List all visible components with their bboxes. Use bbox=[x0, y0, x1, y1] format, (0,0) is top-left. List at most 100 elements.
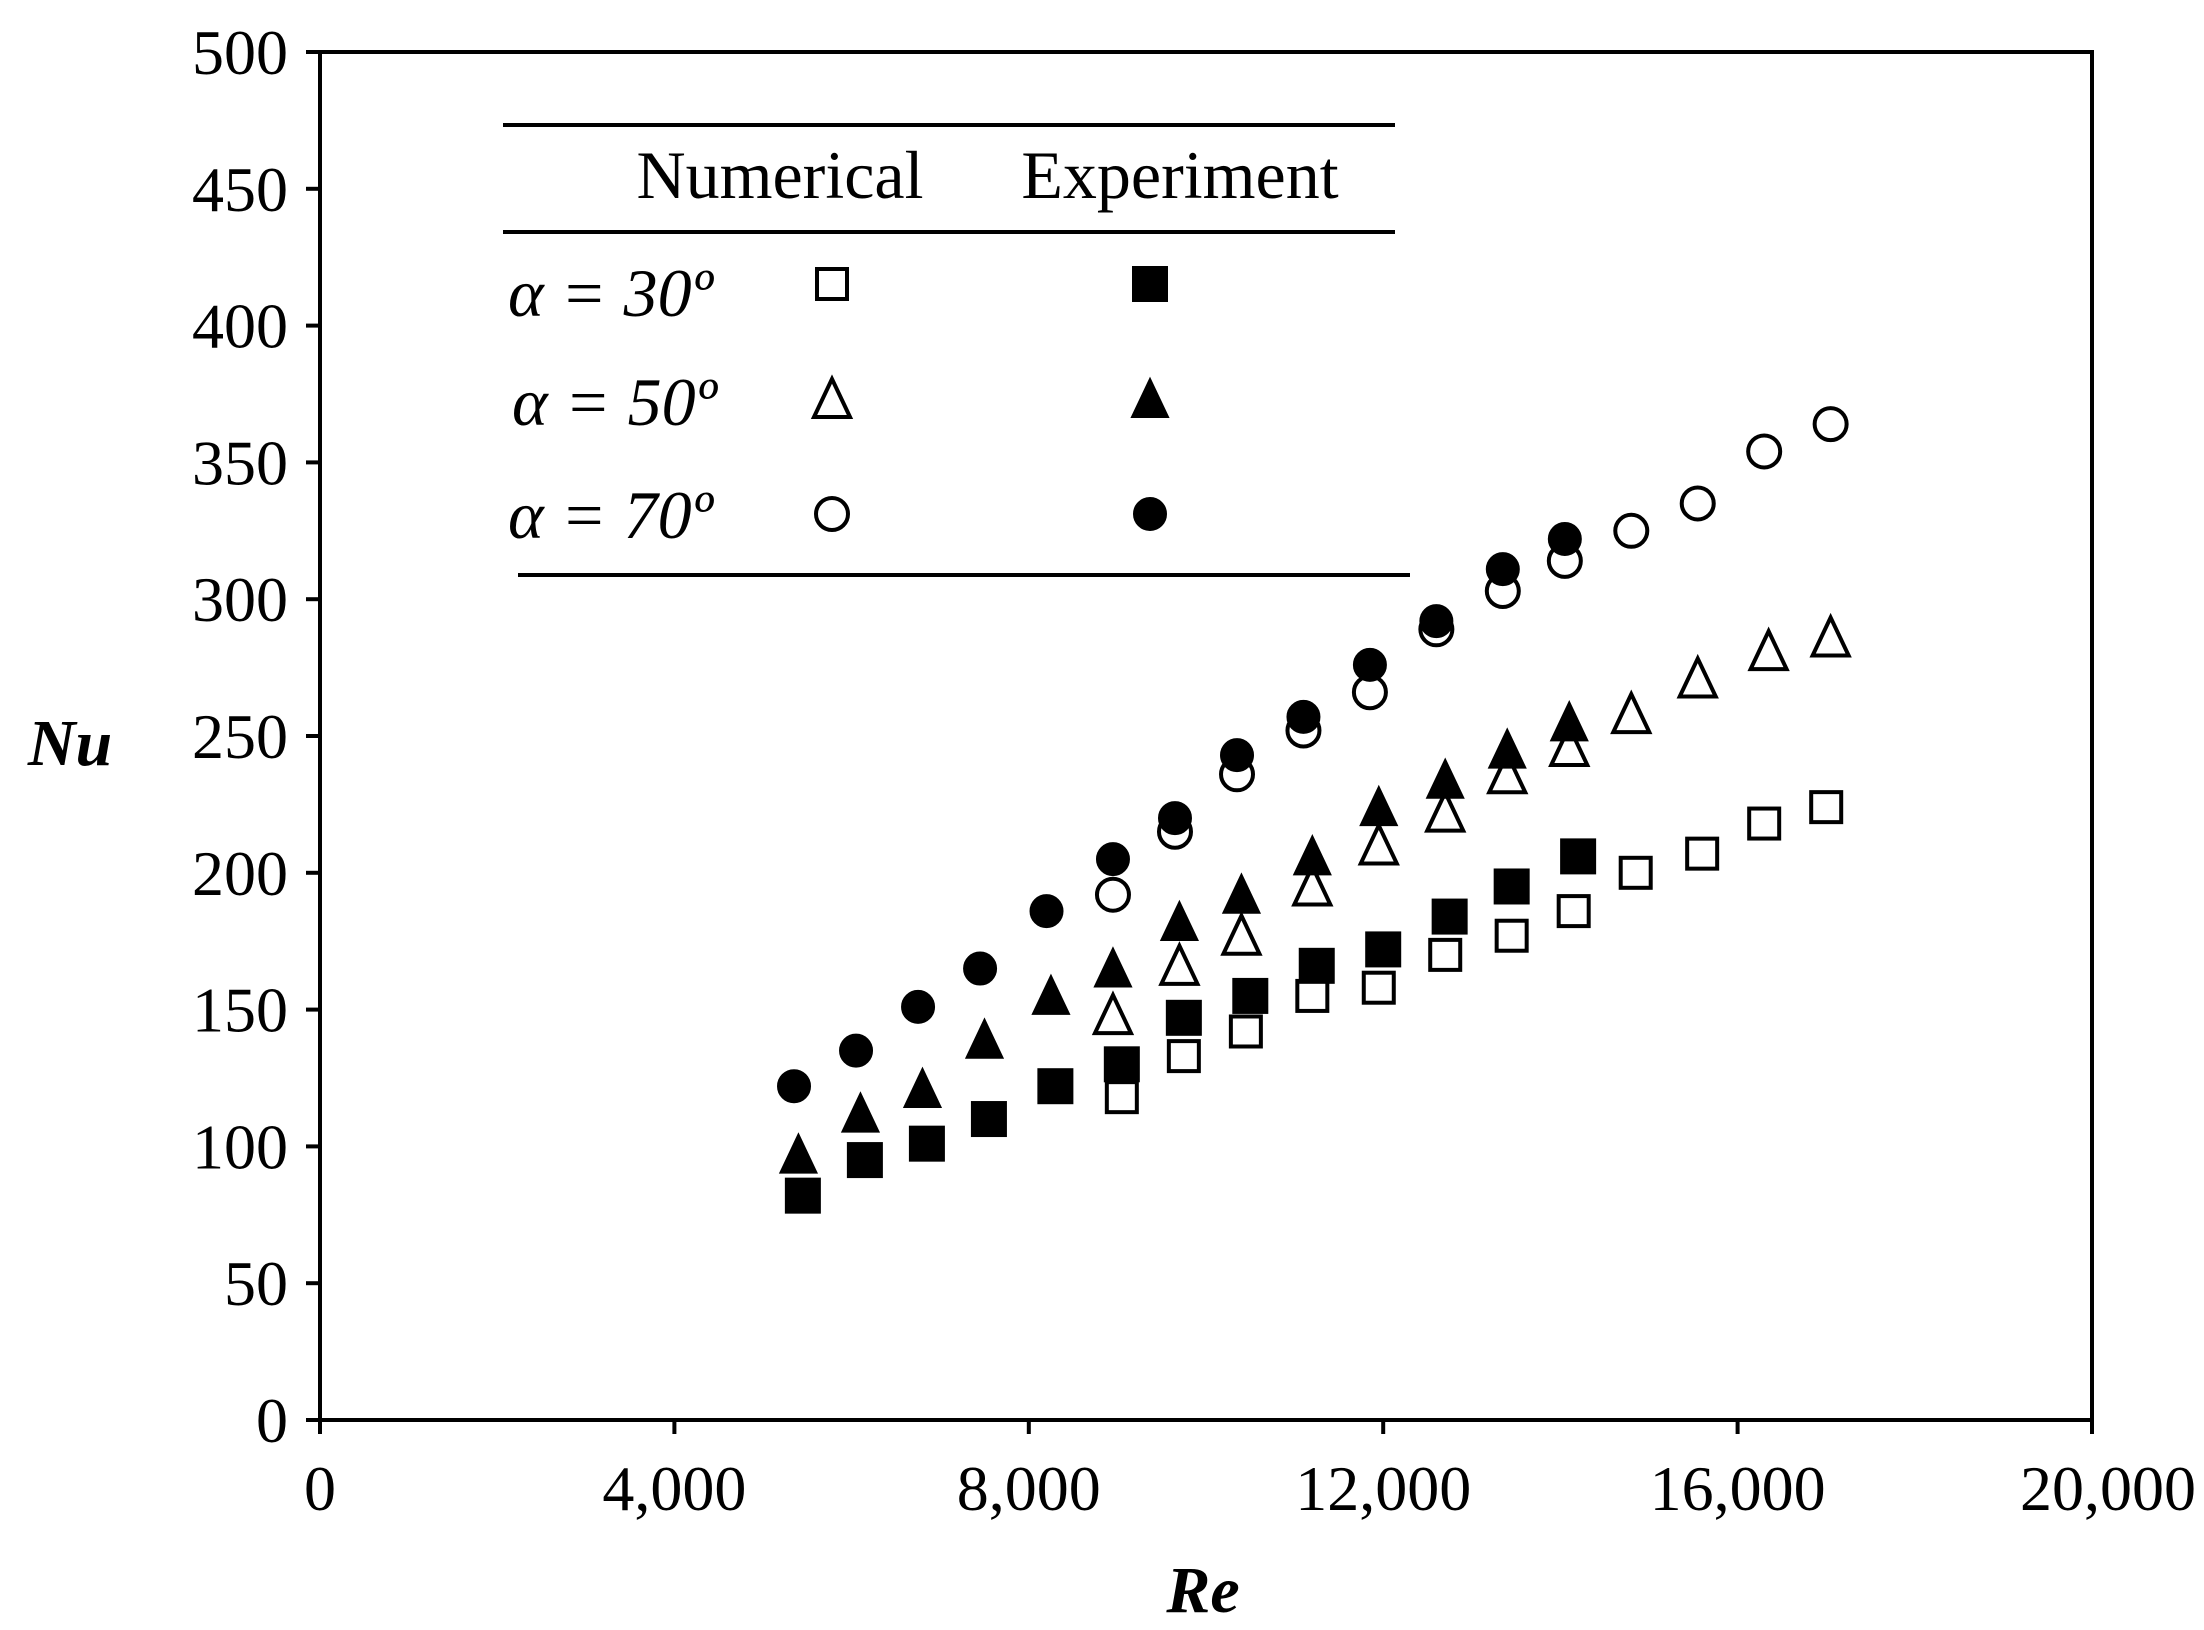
data-point-open-square bbox=[1556, 894, 1591, 929]
data-point-open-triangle bbox=[1747, 626, 1790, 672]
data-point-open-circle bbox=[1613, 512, 1650, 549]
data-point-filled-square bbox=[1298, 947, 1335, 984]
y-tick-label: 50 bbox=[224, 1248, 288, 1319]
data-point-filled-triangle bbox=[1549, 699, 1589, 742]
data-point-filled-square bbox=[846, 1142, 883, 1179]
legend: Numerical Experiment α = 30º α = 50º α =… bbox=[503, 123, 1410, 577]
legend-label-alpha-70: α = 70º bbox=[508, 477, 715, 553]
data-point-open-square bbox=[1494, 918, 1529, 953]
y-tick-label: 500 bbox=[192, 17, 288, 88]
data-point-open-square bbox=[1685, 836, 1720, 871]
data-point-filled-circle bbox=[963, 951, 998, 986]
y-tick-label: 300 bbox=[192, 564, 288, 635]
data-point-open-square bbox=[1361, 970, 1396, 1005]
y-tick-label: 450 bbox=[192, 154, 288, 225]
axis-ticks: 0 50 100 150 200 250 300 350 400 450 500 0 4,000 8,00… bbox=[192, 17, 2196, 1524]
y-tick-label: 100 bbox=[192, 1111, 288, 1182]
data-point-open-square bbox=[1228, 1014, 1263, 1049]
legend-marker-filled-square bbox=[1132, 266, 1168, 302]
x-axis-title: Re bbox=[1165, 1554, 1239, 1627]
data-point-filled-square bbox=[970, 1101, 1007, 1138]
data-point-filled-square bbox=[1232, 977, 1269, 1014]
data-point-open-square bbox=[1428, 937, 1463, 972]
y-tick-label: 200 bbox=[192, 838, 288, 909]
data-point-filled-square bbox=[784, 1177, 821, 1214]
x-tick-label: 4,000 bbox=[602, 1453, 746, 1524]
data-point-filled-triangle bbox=[778, 1132, 819, 1174]
data-point-filled-triangle bbox=[1221, 872, 1262, 914]
data-point-open-triangle bbox=[1548, 722, 1591, 767]
data-markers bbox=[777, 406, 1852, 1214]
data-point-filled-circle bbox=[901, 989, 936, 1024]
y-axis-title: Nu bbox=[27, 707, 112, 780]
data-point-filled-square bbox=[1037, 1068, 1074, 1105]
legend-marker-open-square bbox=[815, 267, 849, 301]
y-tick-label: 250 bbox=[192, 701, 288, 772]
legend-marker-open-circle bbox=[814, 496, 850, 532]
x-tick-label: 20,000 bbox=[2020, 1453, 2196, 1524]
data-point-filled-triangle bbox=[840, 1091, 881, 1133]
legend-marker-open-triangle bbox=[810, 374, 854, 419]
y-tick-label: 150 bbox=[192, 975, 288, 1046]
data-point-open-triangle bbox=[1158, 941, 1201, 986]
data-point-open-square bbox=[1809, 790, 1844, 825]
data-point-open-square bbox=[1104, 1080, 1139, 1115]
data-point-filled-triangle bbox=[964, 1017, 1005, 1059]
data-point-filled-circle bbox=[1220, 738, 1255, 773]
y-tick-label: 350 bbox=[192, 427, 288, 498]
data-point-filled-triangle bbox=[1425, 757, 1465, 799]
data-point-filled-circle bbox=[1095, 842, 1130, 877]
data-point-filled-circle bbox=[1157, 801, 1192, 836]
data-point-open-triangle bbox=[1486, 749, 1529, 795]
data-point-filled-square bbox=[1165, 999, 1202, 1036]
data-point-filled-square bbox=[1560, 838, 1597, 875]
legend-header-numerical: Numerical bbox=[637, 137, 924, 213]
data-point-open-square bbox=[1295, 978, 1330, 1013]
data-point-filled-circle bbox=[839, 1033, 874, 1068]
data-point-filled-circle bbox=[1352, 647, 1387, 682]
data-point-filled-square bbox=[1431, 898, 1468, 935]
data-point-open-triangle bbox=[1220, 911, 1263, 956]
y-tick-label: 0 bbox=[256, 1385, 288, 1456]
data-point-open-triangle bbox=[1091, 990, 1135, 1036]
data-point-filled-triangle bbox=[1359, 784, 1399, 827]
data-point-filled-square bbox=[1493, 868, 1530, 905]
data-point-open-circle bbox=[1746, 433, 1783, 470]
legend-label-alpha-50: α = 50º bbox=[512, 364, 719, 440]
data-point-open-square bbox=[1747, 806, 1782, 841]
data-point-filled-circle bbox=[1419, 604, 1454, 639]
data-point-open-circle bbox=[1679, 485, 1716, 522]
data-point-open-circle bbox=[1094, 876, 1131, 913]
x-tick-label: 8,000 bbox=[957, 1453, 1101, 1524]
data-point-filled-circle bbox=[1547, 522, 1582, 557]
x-tick-label: 12,000 bbox=[1295, 1453, 1471, 1524]
data-point-open-circle bbox=[1812, 406, 1849, 443]
data-point-filled-circle bbox=[777, 1069, 812, 1104]
data-point-filled-circle bbox=[1485, 552, 1520, 587]
x-tick-label: 0 bbox=[304, 1453, 336, 1524]
x-tick-label: 16,000 bbox=[1650, 1453, 1826, 1524]
data-point-filled-square bbox=[1365, 931, 1402, 968]
data-point-open-square bbox=[1618, 855, 1653, 890]
legend-markers bbox=[810, 266, 1170, 532]
data-point-filled-triangle bbox=[1031, 973, 1071, 1015]
data-point-open-triangle bbox=[1809, 612, 1852, 658]
data-point-filled-square bbox=[1103, 1046, 1140, 1083]
data-point-open-triangle bbox=[1424, 787, 1467, 833]
data-point-open-triangle bbox=[1610, 689, 1653, 735]
data-point-filled-triangle bbox=[1159, 899, 1200, 942]
y-tick-label: 400 bbox=[192, 291, 288, 362]
legend-label-alpha-30: α = 30º bbox=[508, 255, 715, 331]
data-point-filled-square bbox=[908, 1125, 945, 1162]
data-point-open-triangle bbox=[1357, 820, 1400, 866]
legend-marker-filled-circle bbox=[1133, 497, 1167, 531]
data-point-open-triangle bbox=[1676, 653, 1719, 699]
data-point-open-square bbox=[1166, 1039, 1201, 1074]
data-point-filled-triangle bbox=[902, 1066, 943, 1108]
data-point-filled-triangle bbox=[1487, 727, 1527, 769]
data-point-filled-triangle bbox=[1292, 834, 1332, 876]
legend-header-experiment: Experiment bbox=[1021, 137, 1338, 213]
data-point-filled-circle bbox=[1286, 699, 1321, 734]
data-point-open-triangle bbox=[1291, 861, 1334, 907]
